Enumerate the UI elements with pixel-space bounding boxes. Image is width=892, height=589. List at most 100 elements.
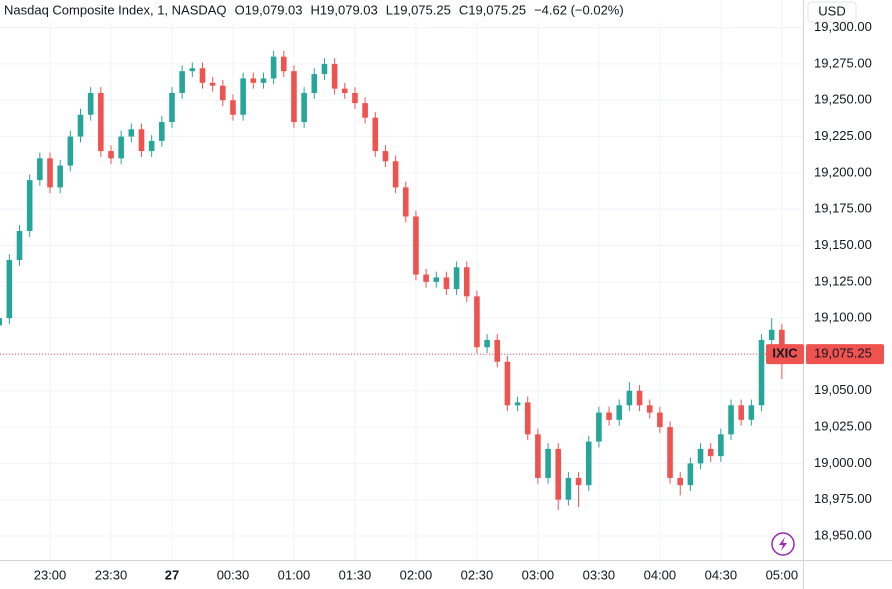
- candle-body: [504, 361, 511, 406]
- candle-body: [280, 56, 287, 72]
- candle-body: [230, 100, 236, 115]
- candle-body: [718, 434, 724, 457]
- candle: [280, 50, 287, 77]
- candle: [240, 72, 246, 121]
- candle-body: [301, 92, 307, 123]
- candle-body: [585, 441, 592, 486]
- candle: [250, 72, 257, 89]
- candle: [565, 472, 572, 506]
- candle-body: [728, 405, 734, 435]
- candle: [474, 290, 480, 353]
- ohlc-key: C: [459, 2, 468, 17]
- candle-body: [474, 296, 480, 348]
- x-tick-label: 23:00: [34, 567, 67, 582]
- candle: [118, 130, 124, 165]
- candle-body: [697, 448, 704, 464]
- candle: [26, 174, 33, 237]
- candle: [169, 87, 175, 128]
- candle-body: [98, 92, 104, 152]
- candle: [636, 384, 643, 412]
- y-tick-label: 19,150.00: [814, 237, 872, 252]
- y-tick-label: 18,975.00: [814, 491, 872, 506]
- candle: [514, 396, 521, 412]
- candle: [128, 123, 135, 143]
- y-tick-label: 19,225.00: [814, 128, 872, 143]
- candle: [707, 443, 714, 462]
- candle-body: [108, 151, 114, 159]
- candle: [555, 443, 562, 510]
- x-tick-label: 03:30: [583, 567, 616, 582]
- currency[interactable]: USD: [818, 3, 845, 18]
- candle: [545, 443, 551, 484]
- x-tick-label: 27: [165, 567, 179, 582]
- candle-body: [423, 274, 429, 282]
- plot-area: [0, 0, 803, 560]
- header: Nasdaq Composite Index, 1, NASDAQ O 19,07…: [0, 0, 670, 22]
- x-tick-label: 05:00: [766, 567, 799, 582]
- candle-body: [514, 402, 521, 406]
- candle-body: [443, 277, 450, 290]
- candle-body: [77, 114, 84, 137]
- candle-body: [250, 78, 257, 83]
- candle-body: [463, 267, 470, 297]
- lightning-glyph: [779, 537, 787, 551]
- candle-body: [433, 277, 440, 282]
- candle: [352, 87, 358, 109]
- lightning-icon[interactable]: [771, 532, 795, 556]
- candle: [98, 87, 104, 157]
- ohlc-value: 19,075.25: [468, 2, 526, 17]
- candle-body: [47, 158, 53, 188]
- candle: [657, 406, 663, 433]
- candle-body: [606, 412, 612, 420]
- candle: [768, 318, 775, 346]
- candle-body: [209, 82, 216, 86]
- candle: [524, 396, 531, 441]
- x-tick-label: 04:00: [644, 567, 677, 582]
- candle-body: [667, 427, 673, 478]
- candle: [382, 145, 389, 168]
- x-tick-label: 03:00: [522, 567, 555, 582]
- y-tick-label: 19,100.00: [814, 310, 872, 325]
- candle: [6, 254, 13, 324]
- candle-body: [0, 318, 2, 326]
- candle-body: [575, 477, 582, 486]
- candle: [138, 123, 145, 157]
- candle-body: [687, 463, 694, 486]
- candle-body: [524, 402, 531, 435]
- ticker-badge: [766, 344, 804, 365]
- candle-body: [6, 260, 13, 319]
- candle: [758, 334, 765, 412]
- candle-body: [402, 187, 409, 217]
- candle: [667, 421, 673, 484]
- candle-body: [26, 180, 33, 231]
- candle-body: [57, 165, 63, 188]
- y-tick-label: 19,300.00: [814, 19, 872, 34]
- candle: [596, 406, 602, 448]
- candle-body: [707, 448, 714, 457]
- candle: [697, 443, 704, 470]
- candle: [179, 65, 185, 99]
- candle: [484, 334, 490, 353]
- candle-body: [535, 434, 541, 478]
- candle-body: [138, 129, 145, 152]
- candle-body: [260, 78, 267, 83]
- candle-body: [484, 339, 490, 348]
- candle-body: [626, 390, 633, 406]
- candle: [718, 428, 724, 462]
- x-tick-label: 00:30: [217, 567, 250, 582]
- candle-body: [189, 68, 196, 72]
- candle: [321, 58, 328, 80]
- candle-body: [636, 390, 643, 406]
- candle: [585, 435, 592, 491]
- candle: [504, 355, 511, 412]
- candle: [402, 181, 409, 223]
- candle: [199, 62, 206, 89]
- candle-body: [453, 267, 460, 290]
- candle: [291, 65, 297, 128]
- candle-body: [118, 136, 124, 159]
- currency-box[interactable]: [807, 1, 857, 23]
- y-tick-label: 19,200.00: [814, 164, 872, 179]
- candle-body: [596, 412, 602, 442]
- candle: [606, 406, 612, 426]
- candle-body: [331, 63, 338, 89]
